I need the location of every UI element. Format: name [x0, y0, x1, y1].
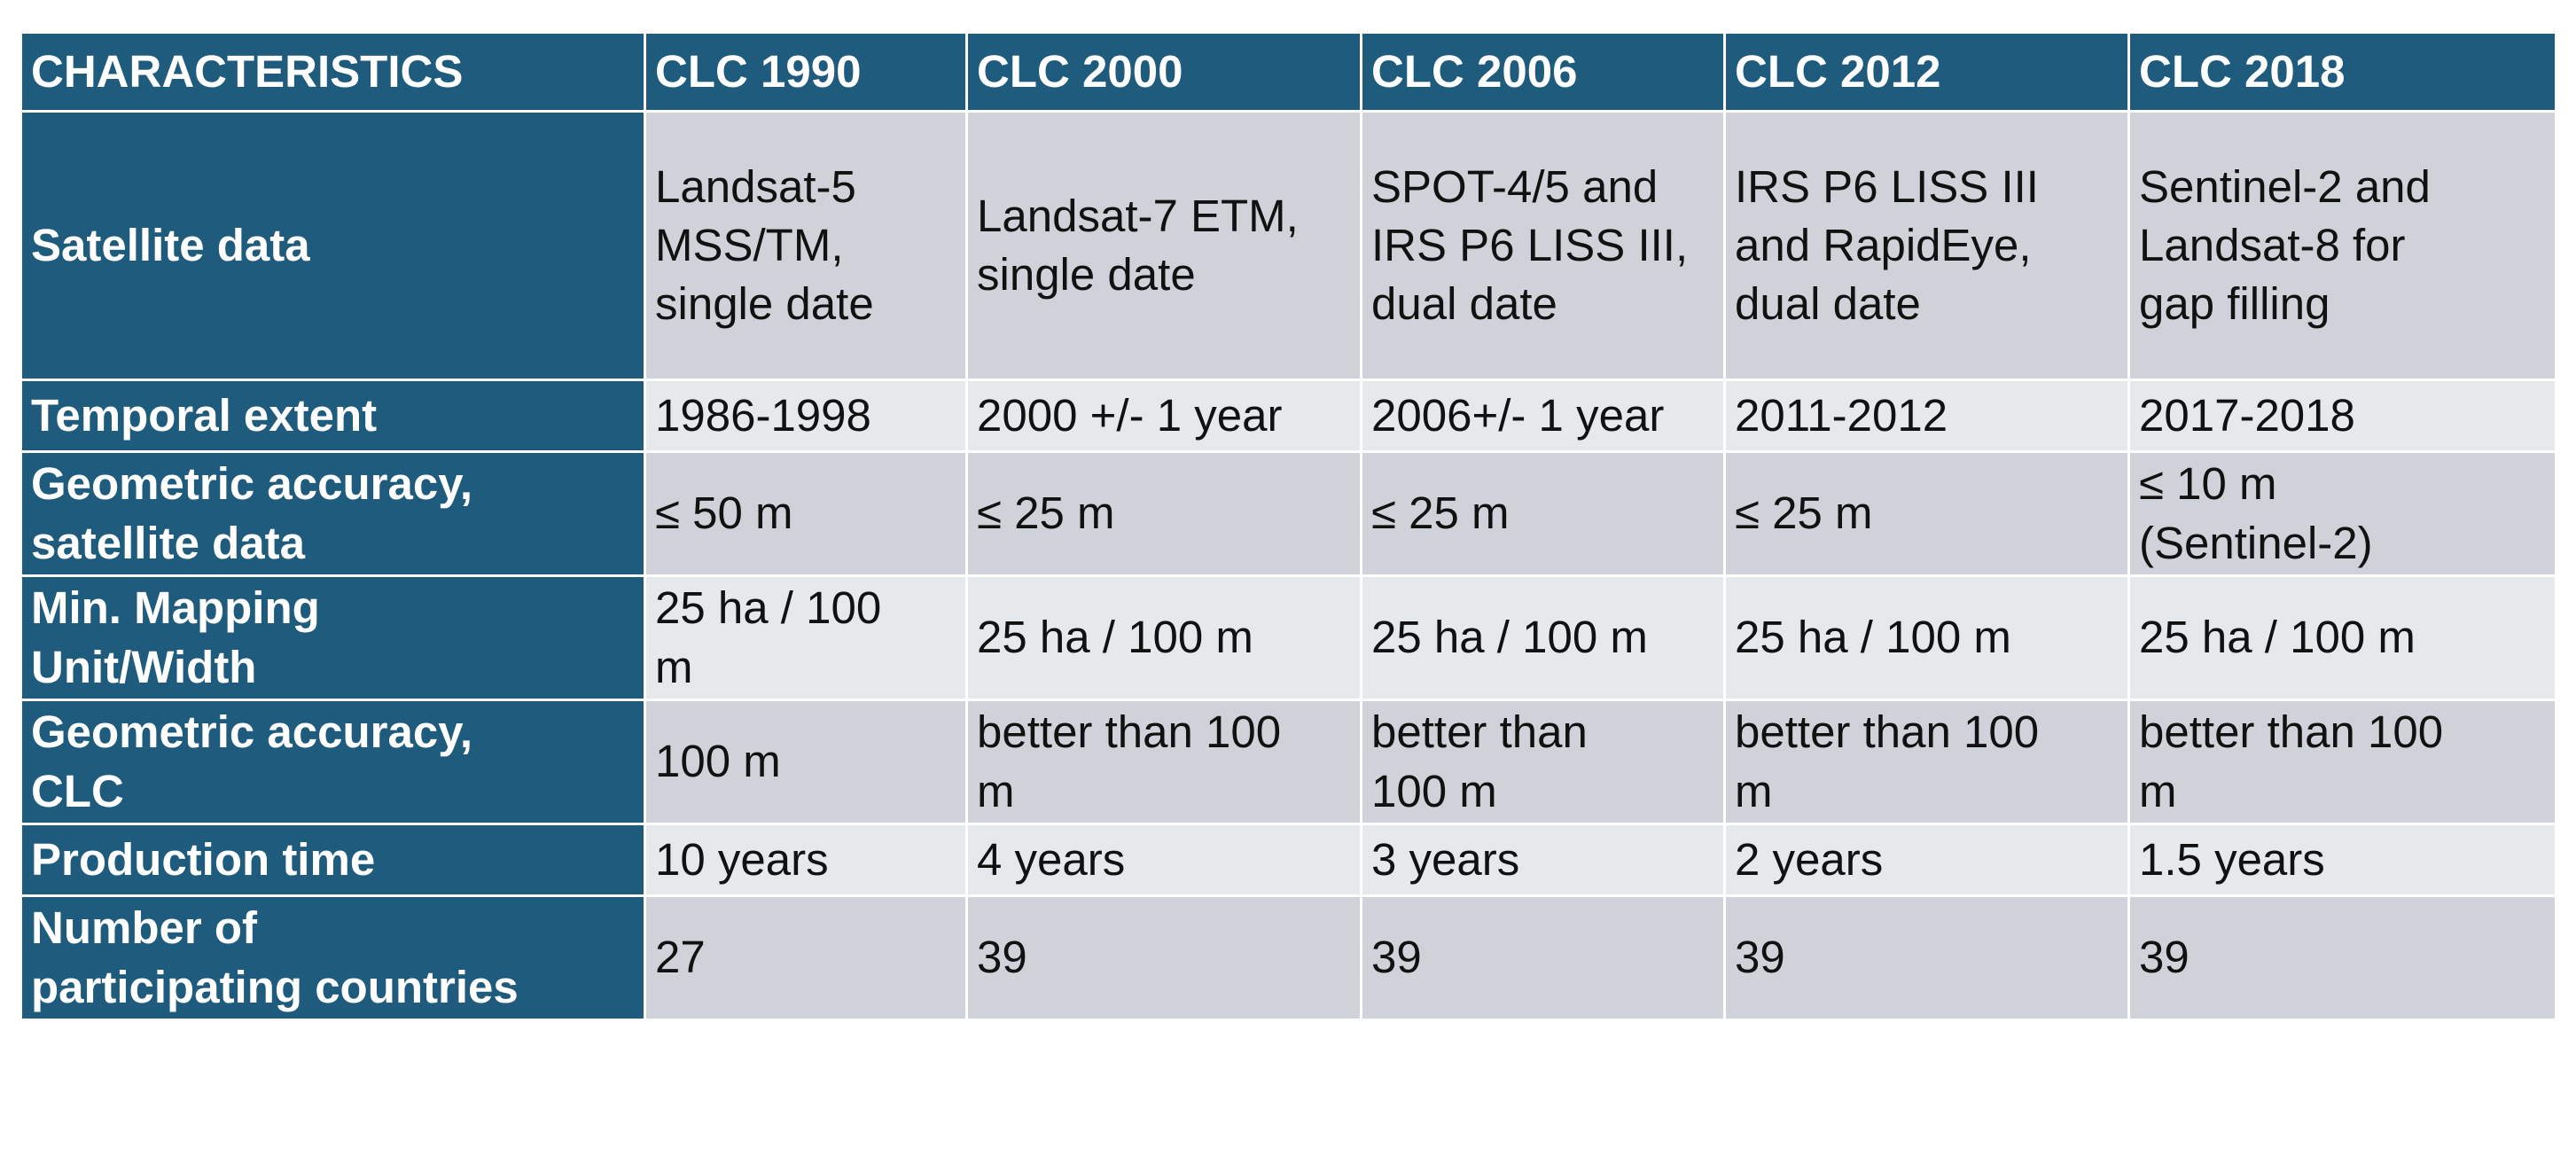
table-cell: 25 ha / 100 m: [965, 574, 1362, 701]
header-clc-2012: CLC 2012: [1723, 31, 2130, 113]
row-label: Geometric accuracy, CLC: [20, 699, 646, 825]
table-cell: ≤ 25 m: [1360, 450, 1726, 577]
table-cell: 1986-1998: [644, 379, 968, 453]
row-label: Geometric accuracy, satellite data: [20, 450, 646, 577]
table-row-production-time: Production time 10 years 4 years 3 years…: [20, 823, 2557, 897]
table-cell: SPOT-4/5 and IRS P6 LISS III, dual date: [1360, 110, 1726, 381]
table-cell: 100 m: [644, 699, 968, 825]
table-row-satellite-data: Satellite data Landsat-5 MSS/TM, single …: [20, 110, 2557, 381]
row-label: Satellite data: [20, 110, 646, 381]
row-label: Production time: [20, 823, 646, 897]
table-cell: Landsat-5 MSS/TM, single date: [644, 110, 968, 381]
table-cell: 2011-2012: [1723, 379, 2130, 453]
table-cell: better than 100 m: [1360, 699, 1726, 825]
table-cell: 2 years: [1723, 823, 2130, 897]
row-label: Temporal extent: [20, 379, 646, 453]
row-label: Number of participating countries: [20, 894, 646, 1021]
table-cell: 39: [2127, 894, 2557, 1021]
table-cell: 1.5 years: [2127, 823, 2557, 897]
table-cell: 25 ha / 100 m: [644, 574, 968, 701]
row-label: Min. Mapping Unit/Width: [20, 574, 646, 701]
table-row-geometric-accuracy-clc: Geometric accuracy, CLC 100 m better tha…: [20, 699, 2557, 825]
table-row-geometric-accuracy-satellite: Geometric accuracy, satellite data ≤ 50 …: [20, 450, 2557, 577]
table-cell: 2000 +/- 1 year: [965, 379, 1362, 453]
table-cell: better than 100 m: [965, 699, 1362, 825]
table-cell: 25 ha / 100 m: [1360, 574, 1726, 701]
header-clc-2006: CLC 2006: [1360, 31, 1726, 113]
table-row-temporal-extent: Temporal extent 1986-1998 2000 +/- 1 yea…: [20, 379, 2557, 453]
table-cell: better than 100 m: [1723, 699, 2130, 825]
table-cell: 39: [1723, 894, 2130, 1021]
table-cell: 39: [965, 894, 1362, 1021]
table-cell: ≤ 25 m: [965, 450, 1362, 577]
table-cell: 39: [1360, 894, 1726, 1021]
table-cell: IRS P6 LISS III and RapidEye, dual date: [1723, 110, 2130, 381]
clc-comparison-table: CHARACTERISTICS CLC 1990 CLC 2000 CLC 20…: [20, 31, 2557, 1021]
table-cell: ≤ 50 m: [644, 450, 968, 577]
table-cell: 27: [644, 894, 968, 1021]
table-cell: 10 years: [644, 823, 968, 897]
table-row-min-mapping-unit: Min. Mapping Unit/Width 25 ha / 100 m 25…: [20, 574, 2557, 701]
header-characteristics: CHARACTERISTICS: [20, 31, 646, 113]
header-clc-2000: CLC 2000: [965, 31, 1362, 113]
header-clc-2018: CLC 2018: [2127, 31, 2557, 113]
table-row-participating-countries: Number of participating countries 27 39 …: [20, 894, 2557, 1021]
table-cell: 4 years: [965, 823, 1362, 897]
header-clc-1990: CLC 1990: [644, 31, 968, 113]
table-cell: 25 ha / 100 m: [2127, 574, 2557, 701]
table-container: CHARACTERISTICS CLC 1990 CLC 2000 CLC 20…: [20, 31, 2557, 1021]
table-cell: ≤ 10 m (Sentinel-2): [2127, 450, 2557, 577]
table-cell: better than 100 m: [2127, 699, 2557, 825]
header-row: CHARACTERISTICS CLC 1990 CLC 2000 CLC 20…: [20, 31, 2557, 113]
table-cell: ≤ 25 m: [1723, 450, 2130, 577]
table-cell: 2006+/- 1 year: [1360, 379, 1726, 453]
table-cell: 2017-2018: [2127, 379, 2557, 453]
table-cell: 3 years: [1360, 823, 1726, 897]
table-cell: 25 ha / 100 m: [1723, 574, 2130, 701]
table-cell: Landsat-7 ETM, single date: [965, 110, 1362, 381]
table-cell: Sentinel-2 and Landsat-8 for gap filling: [2127, 110, 2557, 381]
